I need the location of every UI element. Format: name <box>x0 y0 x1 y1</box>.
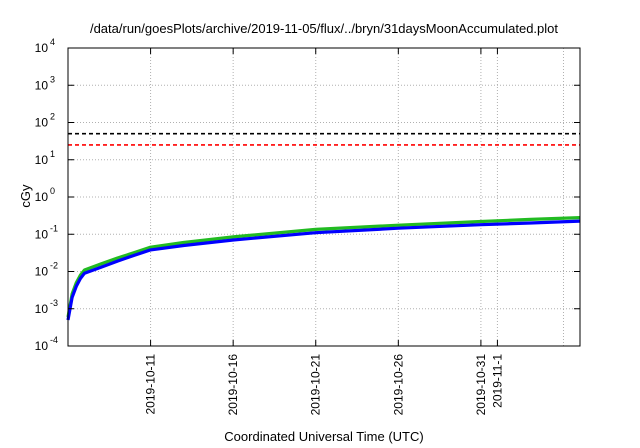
series-lines <box>66 216 581 321</box>
y-tick-label: 10 <box>35 265 49 279</box>
y-tick-label: 10 <box>35 41 49 55</box>
grid <box>68 48 580 346</box>
x-tick-label: 2019-10-11 <box>144 354 158 415</box>
y-axis-label: cGy <box>18 184 33 208</box>
y-tick-label: 10 <box>35 78 49 92</box>
chart-title: /data/run/goesPlots/archive/2019-11-05/f… <box>90 21 558 36</box>
y-tick-exponent: -4 <box>50 335 58 345</box>
series-line <box>66 219 581 321</box>
y-tick-exponent: 2 <box>50 112 55 122</box>
x-tick-label: 2019-10-21 <box>309 354 323 416</box>
y-tick-exponent: 3 <box>50 74 55 84</box>
y-tick-exponent: -1 <box>50 223 58 233</box>
y-tick-label: 10 <box>35 190 49 204</box>
y-tick-label: 10 <box>35 339 49 353</box>
reference-lines <box>68 132 580 146</box>
y-tick-exponent: 1 <box>50 149 55 159</box>
y-tick-exponent: 4 <box>50 37 55 47</box>
x-tick-label: 2019-10-31 <box>474 354 488 416</box>
y-tick-exponent: -2 <box>50 261 58 271</box>
series-line <box>66 216 581 318</box>
y-tick-label: 10 <box>35 153 49 167</box>
x-axis-ticks: 2019-10-11 2019-10-16 2019-10-21 2019-10-26… <box>144 48 504 416</box>
x-tick-label: 2019-11-1 <box>490 354 504 408</box>
y-tick-label: 10 <box>35 116 49 130</box>
y-tick-exponent: -3 <box>50 298 58 308</box>
y-tick-label: 10 <box>35 302 49 316</box>
x-tick-label: 2019-10-26 <box>391 354 405 416</box>
y-tick-label: 10 <box>35 227 49 241</box>
y-tick-exponent: 0 <box>50 186 55 196</box>
x-tick-label: 2019-10-16 <box>226 354 240 416</box>
x-axis-label: Coordinated Universal Time (UTC) <box>224 429 423 444</box>
